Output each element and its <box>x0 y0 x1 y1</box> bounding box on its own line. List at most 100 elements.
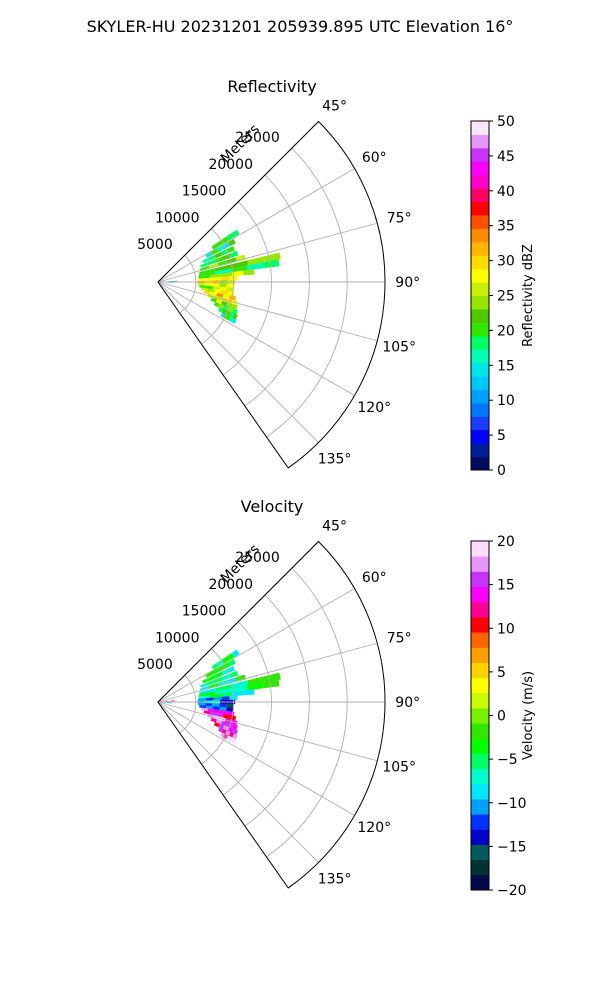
echo-gate <box>167 702 170 704</box>
echo-gate <box>226 677 237 685</box>
panel-title: Velocity <box>241 497 304 516</box>
echo-gate <box>168 700 172 702</box>
azimuth-tick-label: 135° <box>318 452 352 468</box>
echo-gate <box>228 311 235 318</box>
echo-gate <box>231 680 249 689</box>
sector-frame <box>157 120 386 469</box>
echo-gate <box>215 264 233 272</box>
azimuth-tick-label: 105° <box>382 340 416 356</box>
echo-gate <box>216 245 225 252</box>
echo-gate <box>220 732 226 738</box>
azimuth-tick-label: 120° <box>357 820 391 836</box>
echo-gate <box>226 257 237 265</box>
colorbar-label: Velocity (m/s) <box>521 671 536 760</box>
echo-gate <box>228 316 234 323</box>
echo-gate <box>231 317 237 324</box>
echo-gate <box>226 283 234 289</box>
echo-gate <box>211 248 219 255</box>
echo-gate <box>228 731 235 738</box>
echo-gate <box>212 283 220 287</box>
colorbar-segment <box>471 174 489 189</box>
echo-gate <box>226 233 235 241</box>
azimuth-spoke <box>157 222 378 283</box>
colorbar-tick-label: −5 <box>497 752 518 768</box>
azimuth-tick-label: 105° <box>382 760 416 776</box>
colorbar-segment <box>471 121 489 135</box>
echo-gate <box>262 679 280 689</box>
echo-gate <box>205 277 214 281</box>
radial-tick-label: 25000 <box>235 550 280 566</box>
colorbar-tick-label: 10 <box>497 393 515 409</box>
echo-gate <box>206 285 214 290</box>
echo-gate <box>229 250 239 258</box>
echo-gate <box>207 679 217 686</box>
radial-tick-label: 15000 <box>182 184 227 200</box>
echo-gate <box>210 297 217 303</box>
echo-gate <box>198 695 210 699</box>
colorbar-segment <box>471 134 489 149</box>
echo-gate <box>211 663 219 670</box>
colorbar-segment <box>471 753 489 770</box>
echo-gate <box>205 251 213 258</box>
azimuth-spoke <box>157 701 319 863</box>
echo-gate <box>197 702 206 706</box>
colorbar-segment <box>471 402 489 417</box>
echo-gate <box>222 662 231 670</box>
echo-gate <box>226 666 235 673</box>
echo-gate <box>209 273 222 279</box>
colorbar-segment <box>471 147 489 162</box>
range-ring <box>201 228 235 345</box>
colorbar-segment <box>471 859 489 876</box>
echo-gate <box>214 251 223 259</box>
azimuth-spoke <box>157 701 355 816</box>
range-ring <box>201 648 235 765</box>
echo-gate <box>218 307 224 313</box>
echo-gate <box>198 691 216 697</box>
colorbar-segment <box>471 255 489 270</box>
echo-gate <box>221 276 230 281</box>
azimuth-tick-label: 45° <box>322 518 347 534</box>
echo-gate <box>220 290 228 295</box>
echo-gate <box>228 239 236 247</box>
echo-gate <box>246 682 264 691</box>
colorbar-segment <box>471 456 489 471</box>
echo-gate <box>222 242 231 250</box>
colorbar-segment <box>471 268 489 283</box>
echo-gate <box>199 268 216 275</box>
echo-gate <box>221 656 230 664</box>
echo-gate <box>215 684 233 692</box>
echo-gate <box>228 295 237 301</box>
colorbar-segment <box>471 188 489 203</box>
colorbar-segment <box>471 647 489 663</box>
range-ring <box>179 674 197 734</box>
echo-gate <box>219 703 227 708</box>
colorbar-label: Reflectivity dBZ <box>521 244 536 347</box>
echo-gate <box>211 243 219 250</box>
echo-gate <box>220 692 233 698</box>
echo-gate <box>171 700 175 702</box>
range-ring <box>244 594 310 827</box>
echo-gate <box>221 236 230 244</box>
colorbar-segment <box>471 416 489 431</box>
colorbar-segment <box>471 161 489 176</box>
colorbar-tick-label: 0 <box>497 709 506 725</box>
echo-gate <box>203 710 211 715</box>
azimuth-tick-label: 60° <box>362 150 387 166</box>
echo-gate <box>242 269 255 276</box>
echo-gate <box>226 735 231 741</box>
echo-gate <box>207 259 217 266</box>
echo-gate <box>198 275 210 279</box>
echo-gate <box>212 286 220 291</box>
sector-frame <box>157 540 386 889</box>
echo-gate <box>216 665 225 672</box>
colorbar-segment <box>471 201 489 216</box>
echo-gate <box>214 688 232 695</box>
echo-gate <box>229 670 239 678</box>
echo-gate <box>221 696 230 701</box>
range-ring <box>222 621 272 796</box>
colorbar-segment <box>471 308 489 323</box>
echo-gate <box>235 674 246 682</box>
echo-gate <box>220 312 226 318</box>
colorbar-segment <box>471 214 489 229</box>
colorbar-segment <box>471 586 489 603</box>
